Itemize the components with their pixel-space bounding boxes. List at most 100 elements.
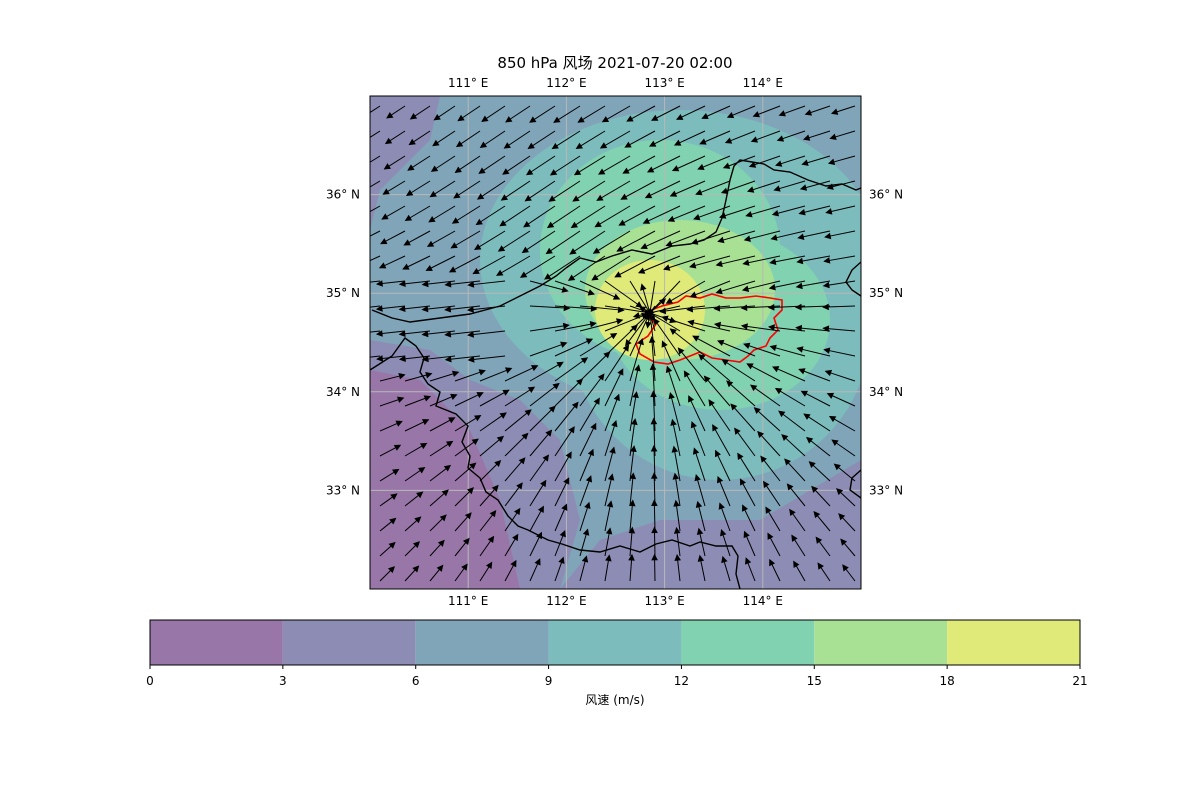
wind-vector-head-62 (405, 189, 414, 196)
wind-vector-head-43 (430, 165, 439, 172)
wind-vector-head-60 (360, 188, 366, 193)
wind-vector-head-354 (718, 502, 725, 510)
wind-vector-head-334 (717, 475, 724, 484)
wind-vector-191 (641, 284, 656, 332)
lat-label-right-2: 35° N (869, 286, 903, 300)
wind-vector-head-389 (605, 554, 612, 562)
wind-vector-116 (744, 230, 781, 241)
colorbar-bin-4 (681, 620, 815, 665)
wind-vector-head-79 (826, 183, 834, 190)
wind-vector-69 (572, 180, 606, 202)
wind-vector-head-197 (768, 324, 775, 331)
wind-vector-head-95 (719, 212, 727, 219)
wind-vector-head-21 (384, 137, 393, 145)
wind-vector-109 (569, 230, 606, 255)
wind-vector-head-252 (665, 365, 673, 373)
wind-vector-head-353 (695, 500, 703, 509)
wind-vector-head-271 (650, 390, 657, 398)
wind-vector-head-106 (497, 245, 506, 252)
wind-vector-235 (722, 359, 756, 382)
wind-vector-253 (683, 370, 706, 407)
wind-vector-310 (629, 446, 635, 482)
axis-tick-labels: 111° E 111° E 112° E 112° E 113° E 113° E 114°… (326, 76, 903, 608)
wind-vector-head-336 (762, 480, 770, 489)
wind-vector-157 (769, 280, 806, 289)
wind-vector-236 (747, 363, 781, 382)
wind-vector-head-120 (357, 262, 363, 267)
wind-vector-head-49 (573, 168, 582, 176)
wind-vector-head-98 (798, 209, 806, 216)
wind-vector-49 (574, 155, 606, 176)
wind-vector-head-116 (743, 235, 751, 242)
wind-vector-head-225 (530, 365, 539, 372)
wind-vector-231 (651, 337, 656, 382)
colorbar-label: 风速 (m/s) (585, 693, 644, 707)
wind-vector-head-376 (767, 532, 774, 540)
wind-vector-209 (604, 324, 638, 357)
wind-vector-head-234 (698, 353, 706, 361)
wind-vector-head-176 (740, 304, 748, 312)
wind-vector-head-213 (669, 328, 677, 336)
wind-vector-head-127 (519, 271, 528, 278)
wind-vector-269 (604, 394, 620, 432)
wind-vector-head-335 (739, 478, 746, 486)
wind-vector-head-232 (661, 340, 668, 348)
wind-vector-head-296 (757, 430, 765, 439)
wind-vector-75 (721, 180, 756, 194)
wind-vector-head-182 (398, 330, 406, 338)
lon-label-top-2: 113° E (644, 76, 684, 90)
wind-vector-207 (554, 338, 593, 357)
wind-vector-194 (688, 321, 731, 332)
wind-vector-107 (522, 230, 556, 253)
wind-vector-head-346 (537, 505, 544, 513)
wind-vectors (357, 105, 856, 582)
province-boundary-west (370, 337, 741, 589)
wind-vector-head-251 (649, 363, 657, 371)
wind-vector-head-292 (670, 418, 677, 426)
wind-vector-head-122 (402, 263, 410, 270)
wind-vector-216 (743, 343, 781, 357)
wind-vector-head-286 (545, 429, 553, 437)
wind-vector-head-208 (609, 333, 618, 340)
wind-vector-head-3 (433, 113, 441, 121)
wind-vector-136 (743, 255, 781, 265)
wind-vector-head-7 (529, 116, 537, 123)
wind-vector-head-157 (768, 283, 776, 291)
wind-vector-head-75 (720, 187, 729, 194)
wind-vector-head-317 (784, 458, 792, 466)
wind-vector-head-123 (425, 264, 433, 271)
wind-vector-head-219 (823, 347, 831, 354)
wind-vector-head-231 (648, 336, 656, 343)
speed-band-3 (370, 340, 580, 589)
wind-vector-105 (474, 230, 506, 250)
wind-vector-147 (554, 280, 595, 295)
lon-label-top-3: 114° E (743, 76, 783, 90)
wind-vector-head-290 (631, 418, 638, 426)
wind-vector-head-306 (542, 454, 550, 462)
wind-vector-head-16 (752, 111, 760, 118)
colorbar-tick-label-4: 12 (674, 674, 689, 688)
wind-vector-head-325 (516, 482, 523, 490)
wind-vector-head-38 (802, 134, 811, 141)
wind-vector-140 (370, 280, 381, 283)
colorbar-bin-0 (150, 620, 283, 665)
wind-vector-head-184 (444, 330, 452, 338)
wind-vector-head-281 (419, 442, 428, 450)
wind-vector-head-76 (747, 186, 755, 193)
wind-vector-head-272 (668, 391, 675, 400)
colorbar-bin-6 (947, 620, 1080, 665)
wind-vector-head-87 (523, 220, 531, 228)
wind-vector-165 (468, 305, 506, 311)
wind-vector-51 (623, 155, 656, 174)
colorbar-bin-5 (814, 620, 948, 665)
wind-vector-73 (670, 180, 706, 197)
wind-vector-265 (504, 409, 532, 432)
wind-vector-head-229 (622, 344, 630, 352)
wind-vector-head-391 (651, 553, 658, 561)
wind-vector-head-35 (724, 137, 733, 144)
lon-label-bottom-0: 111° E (448, 594, 488, 608)
colorbar-bin-3 (548, 620, 682, 665)
wind-vector-198 (796, 327, 831, 332)
wind-vector-head-264 (499, 412, 507, 419)
wind-vector-head-220 (398, 372, 406, 380)
